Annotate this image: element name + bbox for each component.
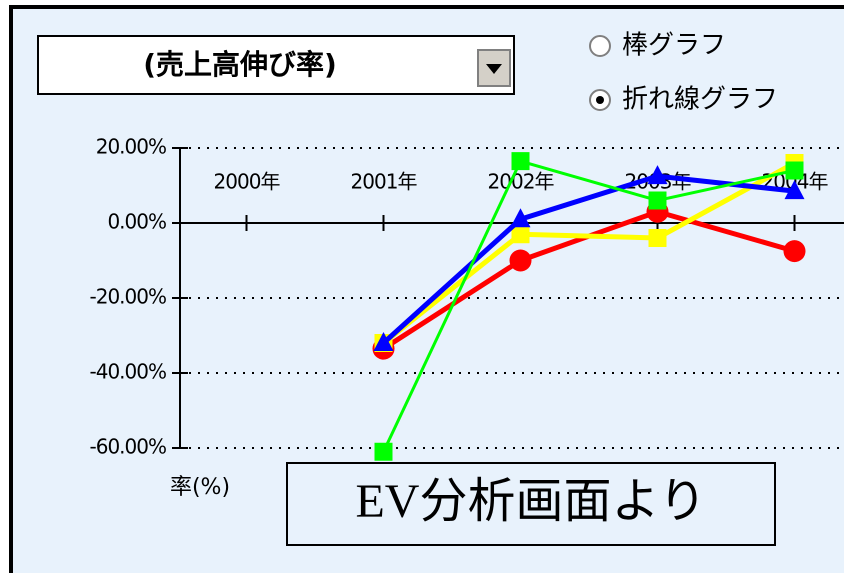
x-tick-label: 2002年 — [488, 170, 555, 194]
caption-box — [286, 462, 776, 546]
y-axis-label: 率(%) — [170, 475, 230, 500]
marker — [647, 165, 668, 185]
y-tick-label: -60.00% — [90, 435, 166, 459]
y-tick-label: -40.00% — [90, 360, 166, 384]
y-tick-label: -20.00% — [90, 285, 166, 309]
marker — [511, 225, 530, 244]
series-line — [381, 173, 795, 345]
dropdown-box[interactable] — [37, 35, 515, 95]
series-line — [381, 160, 796, 345]
marker — [510, 208, 531, 228]
x-tick-label: 2001年 — [351, 170, 418, 194]
marker — [785, 161, 804, 180]
caption: EV分析画面より — [355, 475, 706, 528]
y-tick-label: 0.00% — [107, 210, 166, 234]
marker — [784, 180, 805, 200]
series-line — [382, 159, 795, 453]
radio-dot[interactable] — [596, 96, 604, 104]
x-tick-label: 2000年 — [214, 170, 281, 194]
radio-label[interactable]: 折れ線グラフ — [622, 85, 778, 115]
marker — [648, 229, 667, 247]
radio-label[interactable]: 棒グラフ — [622, 31, 726, 61]
marker — [511, 152, 530, 171]
marker — [783, 240, 806, 263]
radio-button[interactable] — [589, 35, 611, 57]
dropdown[interactable]: (売上高伸び率) — [37, 35, 515, 95]
marker — [374, 442, 393, 461]
marker — [648, 191, 667, 210]
dropdown-value[interactable]: (売上高伸び率) — [143, 48, 337, 81]
y-tick-label: 20.00% — [96, 135, 166, 159]
dropdown-arrow[interactable] — [486, 64, 502, 74]
marker — [509, 249, 532, 272]
marker — [373, 332, 394, 351]
